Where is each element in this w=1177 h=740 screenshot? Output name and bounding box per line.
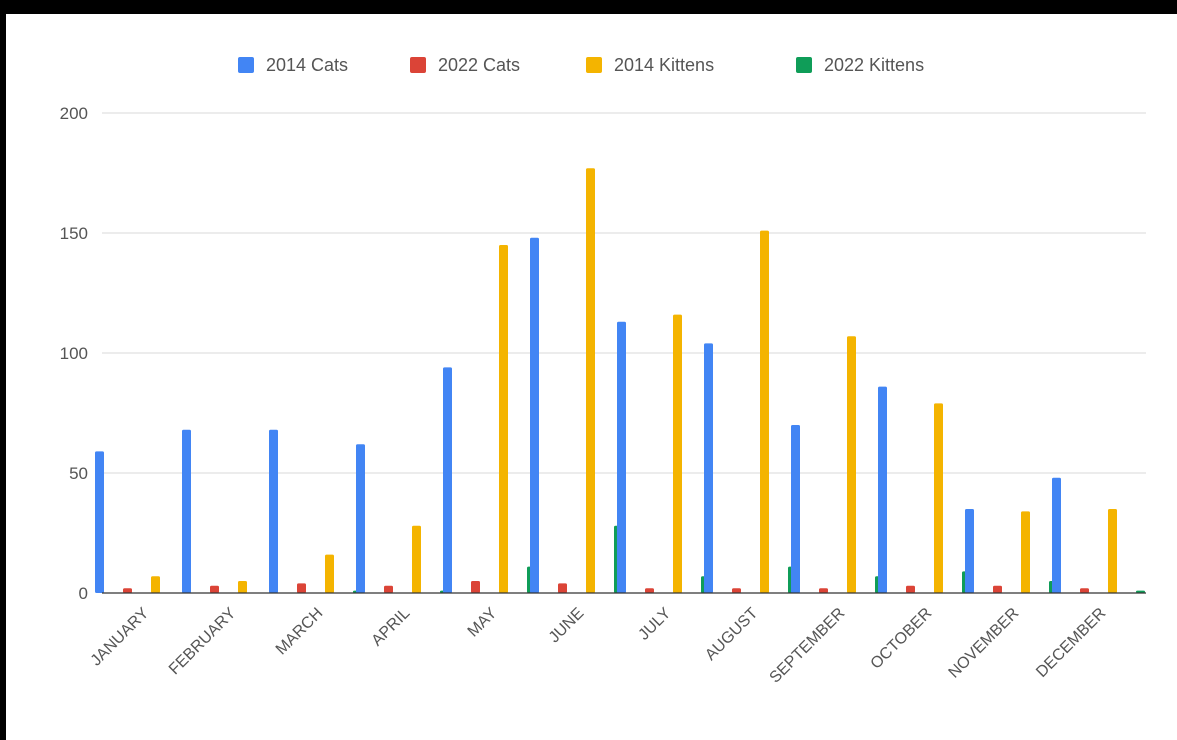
bar-2022-cats-june: [558, 583, 567, 593]
bar-2014-cats-april: [356, 444, 365, 593]
x-tick-label: MARCH: [273, 605, 327, 659]
x-tick-label: MAY: [465, 605, 501, 641]
bar-2022-cats-march: [297, 583, 306, 593]
legend-label: 2014 Cats: [266, 55, 348, 75]
legend-swatch: [410, 57, 426, 73]
x-tick-label: DECEMBER: [1033, 605, 1109, 681]
bar-2014-cats-january: [95, 451, 104, 593]
bar-2014-kittens-march: [325, 554, 334, 593]
y-tick-label: 0: [79, 584, 88, 603]
bar-2022-cats-december: [1080, 588, 1089, 593]
bar-2022-cats-april: [384, 585, 393, 593]
y-tick-label: 50: [69, 464, 88, 483]
bar-2014-cats-march: [269, 429, 278, 593]
legend: 2014 Cats 2022 Cats 2014 Kittens 2022 Kitte…: [238, 55, 924, 75]
bar-2022-cats-february: [210, 585, 219, 593]
bar-2014-cats-july: [617, 321, 626, 593]
x-tick-label: APRIL: [369, 605, 414, 650]
x-tick-label: NOVEMBER: [946, 605, 1023, 682]
bar-2014-kittens-december: [1108, 509, 1117, 593]
bar-2014-cats-december: [1052, 477, 1061, 593]
bar-2022-cats-august: [732, 588, 741, 593]
bar-2014-cats-november: [965, 509, 974, 593]
bar-2014-cats-september: [791, 425, 800, 593]
legend-swatch: [796, 57, 812, 73]
bar-2022-cats-september: [819, 588, 828, 593]
bar-2022-cats-november: [993, 585, 1002, 593]
bars: [95, 168, 1145, 594]
y-tick-label: 200: [60, 104, 88, 123]
chart-frame: 0 50 100 150 200 JANUARY FEBRUARY MARCH APRIL MA…: [6, 14, 1177, 740]
y-axis-ticks: 0 50 100 150 200: [60, 104, 88, 603]
x-tick-label: JANUARY: [88, 605, 153, 670]
bar-2014-kittens-february: [238, 581, 247, 593]
legend-swatch: [238, 57, 254, 73]
x-tick-label: JUNE: [546, 605, 588, 647]
legend-label: 2014 Kittens: [614, 55, 714, 75]
bar-2014-kittens-may: [499, 245, 508, 593]
bar-2014-kittens-june: [586, 168, 595, 593]
bar-2014-kittens-october: [934, 403, 943, 593]
bar-2022-cats-october: [906, 585, 915, 593]
bar-2022-cats-january: [123, 588, 132, 593]
bar-2014-kittens-november: [1021, 511, 1030, 593]
bar-2014-cats-august: [704, 343, 713, 593]
legend-label: 2022 Cats: [438, 55, 520, 75]
legend-label: 2022 Kittens: [824, 55, 924, 75]
bar-2014-cats-february: [182, 429, 191, 593]
bar-2022-cats-july: [645, 588, 654, 593]
bar-2014-cats-october: [878, 386, 887, 593]
x-tick-label: JULY: [635, 605, 674, 644]
bar-2014-cats-june: [530, 237, 539, 594]
bar-2014-kittens-september: [847, 336, 856, 593]
bar-chart: 0 50 100 150 200 JANUARY FEBRUARY MARCH APRIL MA…: [60, 55, 1146, 687]
x-tick-label: FEBRUARY: [166, 605, 240, 679]
y-tick-label: 100: [60, 344, 88, 363]
bar-2014-kittens-july: [673, 314, 682, 593]
x-axis-labels: JANUARY FEBRUARY MARCH APRIL MAY JUNE JULY AUGU…: [88, 605, 1110, 687]
bar-2022-cats-may: [471, 581, 480, 593]
bar-2014-kittens-january: [151, 576, 160, 593]
bar-2014-cats-may: [443, 367, 452, 593]
y-tick-label: 150: [60, 224, 88, 243]
legend-swatch: [586, 57, 602, 73]
bar-2014-kittens-august: [760, 230, 769, 593]
bar-2014-kittens-april: [412, 525, 421, 593]
x-tick-label: AUGUST: [702, 605, 761, 664]
x-tick-label: OCTOBER: [868, 605, 936, 673]
x-tick-label: SEPTEMBER: [767, 605, 849, 687]
